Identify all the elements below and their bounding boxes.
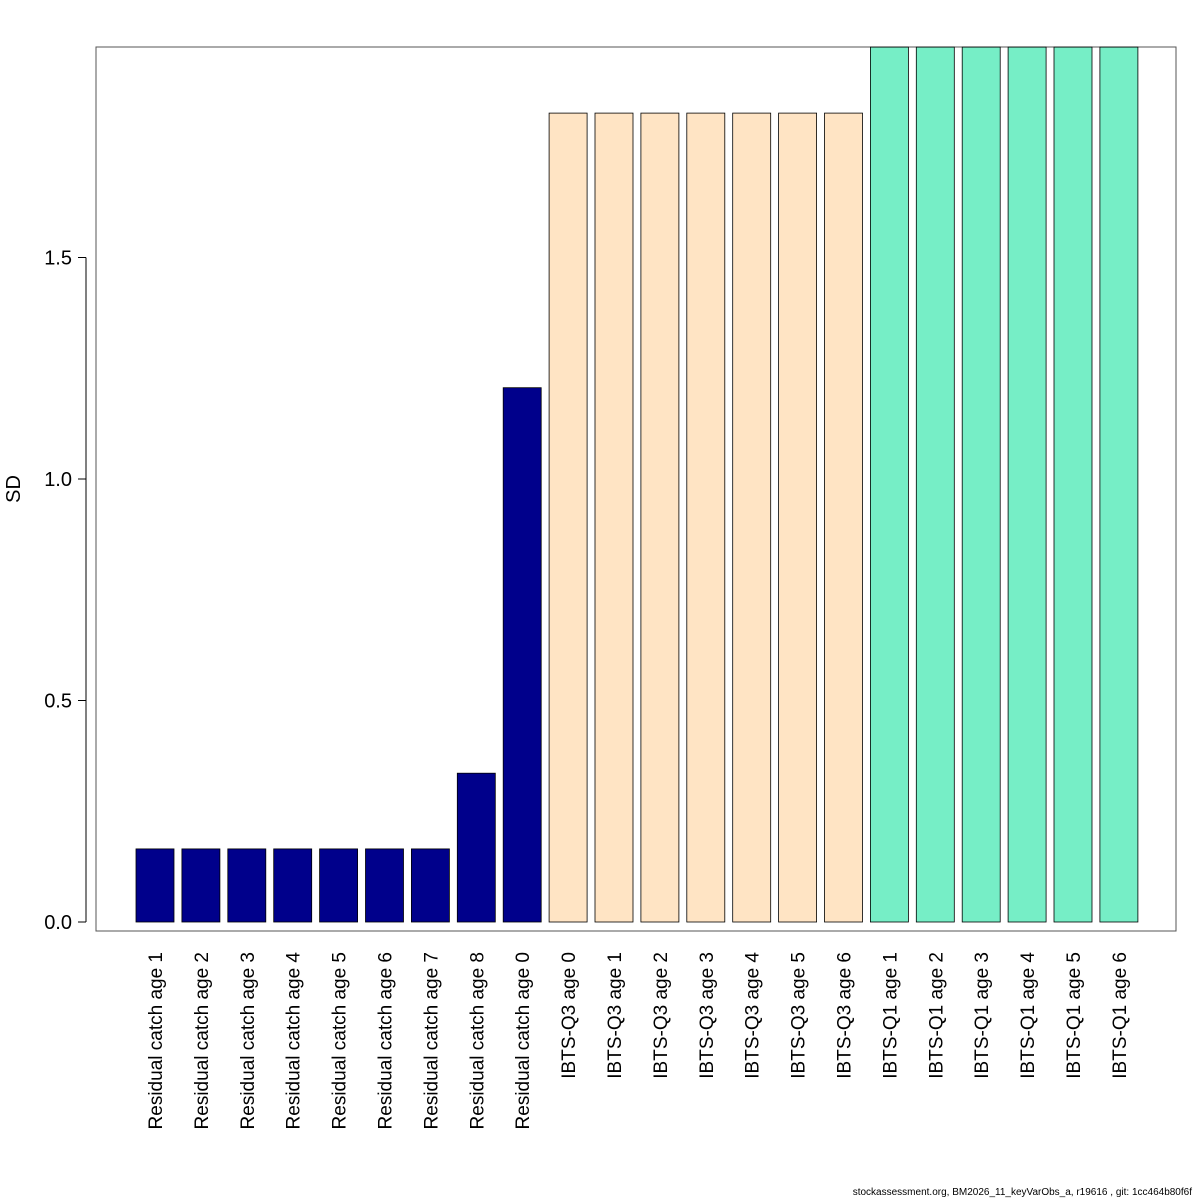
footer-credit: stockassessment.org, BM2026_11_keyVarObs… <box>852 1187 1192 1198</box>
x-tick-label: Residual catch age 7 <box>421 952 442 1129</box>
x-tick-label: IBTS-Q1 age 1 <box>880 952 901 1079</box>
x-tick-label: Residual catch age 3 <box>238 952 259 1129</box>
x-tick-label: IBTS-Q1 age 6 <box>1110 952 1131 1079</box>
x-tick-label: IBTS-Q1 age 2 <box>926 952 947 1079</box>
bar <box>961 46 1001 923</box>
x-tick-label: Residual catch age 4 <box>284 952 305 1130</box>
bar <box>686 112 726 923</box>
bar <box>824 112 863 923</box>
x-tick-label: Residual catch age 0 <box>513 952 534 1129</box>
x-tick-label: IBTS-Q3 age 4 <box>743 952 764 1079</box>
bar <box>870 46 909 923</box>
bar <box>778 112 817 923</box>
bar <box>273 848 313 923</box>
x-tick-label: Residual catch age 2 <box>192 952 213 1129</box>
bar <box>1053 46 1093 923</box>
bar <box>227 848 267 923</box>
bar <box>548 112 588 923</box>
x-tick-label: IBTS-Q3 age 0 <box>559 952 580 1079</box>
x-tick-label: IBTS-Q3 age 2 <box>651 952 672 1079</box>
x-tick-label: IBTS-Q3 age 6 <box>835 952 856 1079</box>
bar <box>135 848 175 923</box>
x-tick-label: Residual catch age 6 <box>376 952 397 1129</box>
y-tick-label: 0.5 <box>44 691 72 713</box>
x-tick-label: IBTS-Q3 age 1 <box>605 952 626 1079</box>
x-tick-label: IBTS-Q3 age 3 <box>697 952 718 1079</box>
bars <box>135 46 1139 923</box>
y-tick-label: 1.0 <box>44 469 72 491</box>
bar <box>594 112 634 923</box>
y-tick-label: 1.5 <box>44 248 72 270</box>
x-axis-labels: Residual catch age 1 Residual catch age 2… <box>146 952 1131 1130</box>
x-tick-label: Residual catch age 5 <box>330 952 351 1129</box>
bar <box>640 112 680 923</box>
bar <box>502 387 542 923</box>
x-tick-label: IBTS-Q1 age 5 <box>1064 952 1085 1079</box>
bar <box>456 772 496 923</box>
y-tick-label: 0.0 <box>44 912 72 934</box>
x-tick-label: Residual catch age 1 <box>146 952 167 1129</box>
bar <box>319 848 359 923</box>
bar <box>365 848 404 923</box>
x-tick-label: Residual catch age 8 <box>467 952 488 1129</box>
plot-frame <box>95 46 1177 932</box>
x-tick-label: IBTS-Q1 age 4 <box>1018 952 1039 1079</box>
x-tick-label: IBTS-Q3 age 5 <box>789 952 810 1079</box>
bar <box>1099 46 1139 923</box>
bar <box>410 848 450 923</box>
bar <box>732 112 772 923</box>
bar <box>1007 46 1047 923</box>
x-tick-label: IBTS-Q1 age 3 <box>972 952 993 1079</box>
y-axis-label: SD <box>3 475 25 503</box>
bar <box>181 848 221 923</box>
bar <box>915 46 955 923</box>
y-axis: 0.0 0.5 1.0 1.5 <box>44 248 87 934</box>
